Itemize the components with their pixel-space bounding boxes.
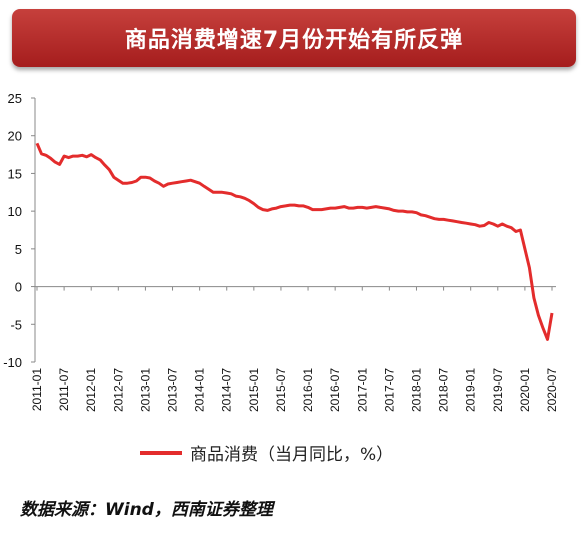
x-tick-label: 2012-07 [111, 368, 125, 412]
x-tick-label: 2014-07 [220, 368, 234, 412]
x-tick-label: 2011-01 [30, 368, 44, 411]
y-tick-label: -10 [3, 355, 22, 370]
x-axis-ticks: 2011-01 2011-07 2012-01 2012-07 2013-01 2013-… [30, 286, 559, 412]
x-tick-label: 2015-01 [247, 368, 261, 412]
x-tick-label: 2019-07 [491, 368, 505, 412]
y-axis-ticks: -10 -5 0 5 10 15 20 25 [3, 91, 35, 370]
x-tick-label: 2018-07 [437, 368, 451, 412]
x-tick-label: 2015-07 [274, 368, 288, 412]
x-tick-label: 2016-07 [328, 368, 342, 412]
chart-title: 商品消费增速7月份开始有所反弹 [124, 28, 464, 53]
x-tick-label: 2017-07 [382, 368, 396, 412]
x-tick-label: 2011-07 [57, 368, 71, 411]
y-tick-label: 5 [15, 242, 22, 257]
x-tick-label: 2016-01 [301, 368, 315, 412]
series-layer [35, 142, 554, 341]
x-tick-label: 2012-01 [84, 368, 98, 412]
y-tick-label: 15 [8, 166, 22, 181]
series-line [35, 142, 554, 341]
title-banner: 商品消费增速7月份开始有所反弹 [12, 9, 576, 67]
x-tick-label: 2020-01 [518, 368, 532, 412]
y-tick-label: 25 [8, 91, 22, 106]
x-tick-label: 2017-01 [355, 368, 369, 412]
y-tick-label: -5 [10, 317, 22, 332]
legend: 商品消费（当月同比，%） [140, 440, 393, 465]
x-tick-label: 2019-01 [464, 368, 478, 412]
y-tick-label: 10 [8, 204, 22, 219]
source-note: 数据来源：Wind，西南证券整理 [20, 500, 273, 520]
axes [34, 98, 556, 362]
x-tick-label: 2013-07 [166, 368, 180, 412]
legend-swatch [140, 450, 182, 455]
x-tick-label: 2013-01 [138, 368, 152, 412]
y-tick-label: 20 [8, 129, 22, 144]
x-tick-label: 2014-01 [193, 368, 207, 412]
x-tick-label: 2018-01 [409, 368, 423, 412]
y-tick-label: 0 [15, 280, 22, 295]
x-tick-label: 2020-07 [545, 368, 559, 412]
legend-label: 商品消费（当月同比，%） [190, 445, 394, 465]
